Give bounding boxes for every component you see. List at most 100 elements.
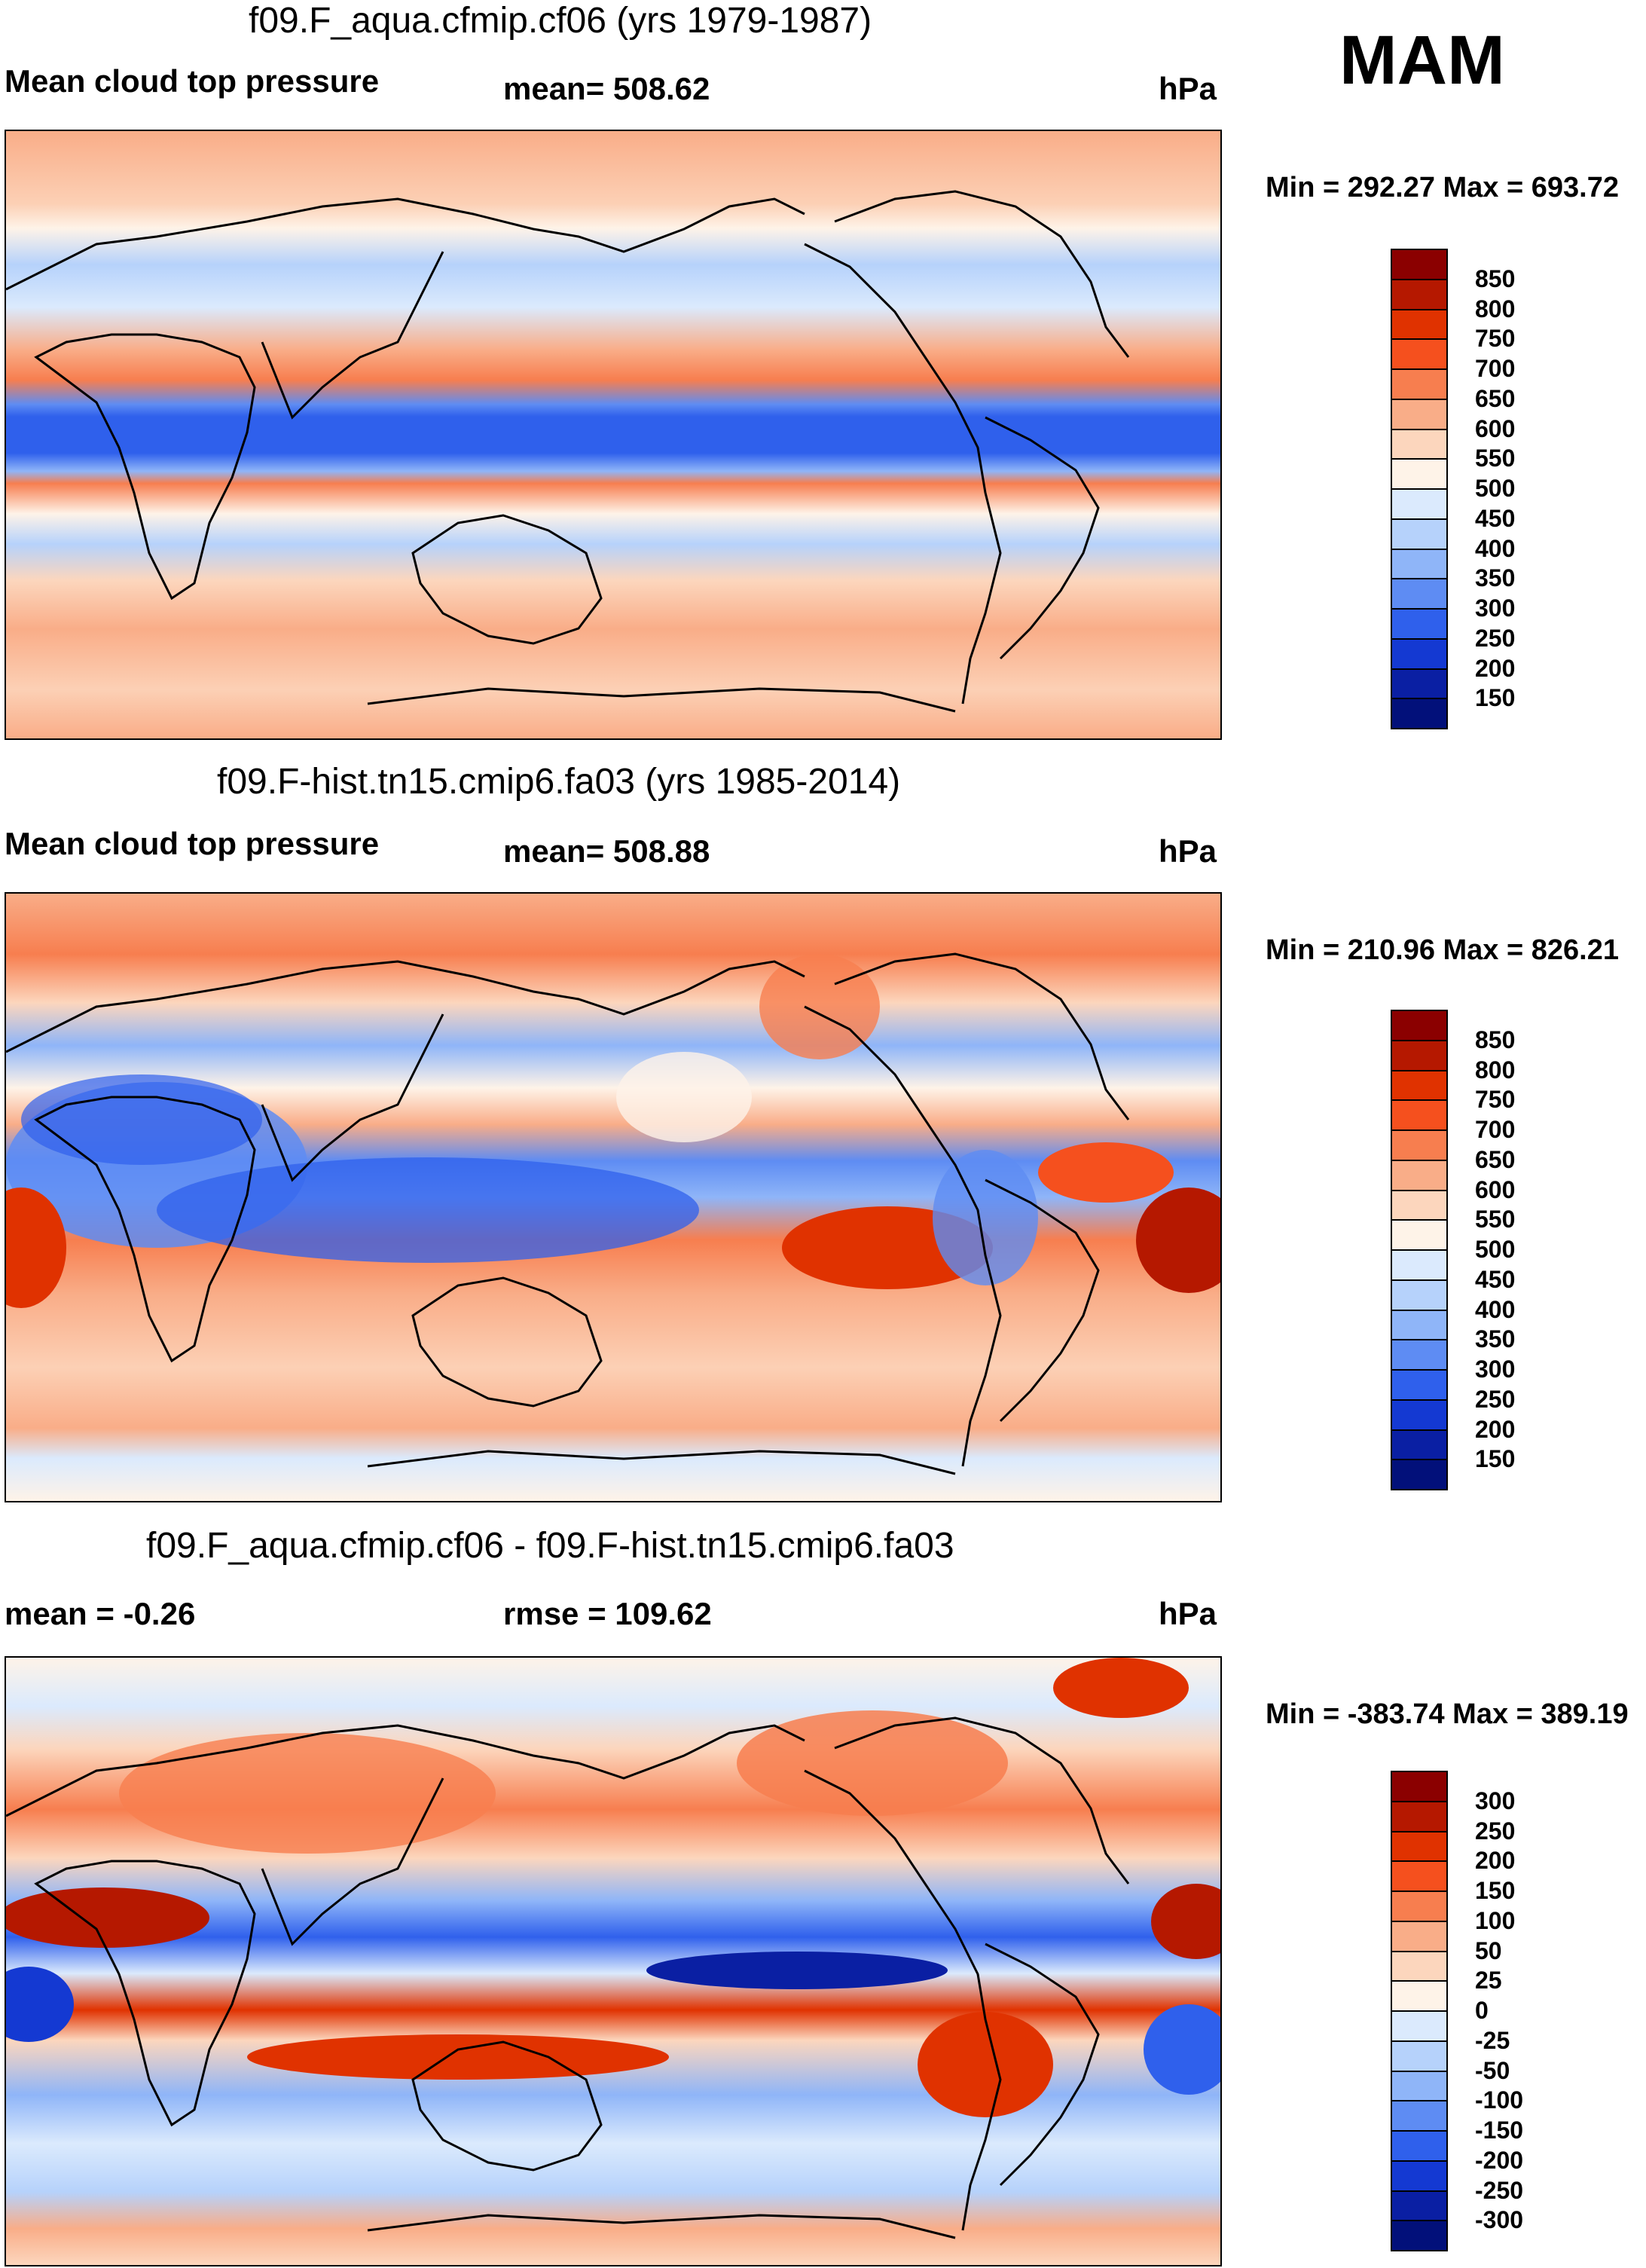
colorbar-label: 600 (1475, 414, 1516, 442)
panel-2-colorbar: 850 800 750 700 650 600 550 500 450 400 350 300 250 2… (1391, 1010, 1586, 1490)
colorbar-box (1391, 2100, 1448, 2132)
colorbar-box (1391, 488, 1448, 520)
colorbar-box (1391, 1249, 1448, 1281)
colorbar-label: 750 (1475, 325, 1516, 353)
colorbar-label: 100 (1475, 1906, 1516, 1934)
panel-3-colorbar: 300 250 200 150 100 50 25 0 -25 -50 -100 -150 -200 -2… (1391, 1771, 1586, 2251)
panel-3-coastlines (6, 1716, 1130, 2239)
colorbar-label: -25 (1475, 2026, 1510, 2054)
panel-2-coastlines (6, 952, 1130, 1475)
colorbar-label: -150 (1475, 2117, 1524, 2144)
colorbar-box (1391, 2220, 1448, 2251)
colorbar-label: 550 (1475, 445, 1516, 472)
colorbar-label: 850 (1475, 264, 1516, 292)
colorbar-label: 50 (1475, 1936, 1502, 1964)
panel-3-title: f09.F_aqua.cfmip.cf06 - f09.F-hist.tn15.… (146, 1526, 954, 1566)
colorbar-label: 450 (1475, 1265, 1516, 1293)
season-label: MAM (1339, 22, 1505, 99)
panel-2-features (6, 954, 1220, 1308)
colorbar-label: 350 (1475, 1325, 1516, 1353)
colorbar-box (1391, 1429, 1448, 1461)
colorbar-label: 150 (1475, 684, 1516, 712)
panel-1-units-label: hPa (1159, 71, 1217, 106)
colorbar-box (1391, 608, 1448, 640)
panel-3-map (5, 1656, 1222, 2266)
panel-1-mean-label: mean= 508.62 (503, 71, 710, 106)
colorbar-box (1391, 1189, 1448, 1221)
colorbar-box (1391, 338, 1448, 370)
colorbar-box (1391, 698, 1448, 729)
panel-1-colorbar: 850 800 750 700 650 600 550 500 450 400 350 300 250 2… (1391, 249, 1586, 729)
panel-1-coastlines (6, 190, 1130, 713)
colorbar-box (1391, 1800, 1448, 1832)
colorbar-box (1391, 278, 1448, 310)
panel-2-units-label: hPa (1159, 833, 1217, 869)
colorbar-box (1391, 1099, 1448, 1131)
colorbar-box (1391, 398, 1448, 430)
colorbar-label: 400 (1475, 1295, 1516, 1323)
colorbar-label: 650 (1475, 384, 1516, 412)
colorbar-label: 250 (1475, 1817, 1516, 1845)
colorbar-box (1391, 1219, 1448, 1251)
colorbar-label: 25 (1475, 1967, 1502, 1994)
panel-1-left-label: Mean cloud top pressure (5, 63, 380, 99)
colorbar-label: 150 (1475, 1877, 1516, 1904)
colorbar-box (1391, 1039, 1448, 1071)
colorbar-box (1391, 1339, 1448, 1371)
colorbar-label: -300 (1475, 2206, 1524, 2234)
colorbar-label: 200 (1475, 654, 1516, 682)
colorbar-box (1391, 1069, 1448, 1102)
panel-2-map (5, 892, 1222, 1502)
colorbar-box (1391, 1129, 1448, 1161)
colorbar-label: 750 (1475, 1086, 1516, 1114)
colorbar-box (1391, 1459, 1448, 1490)
panel-3-mean-label: mean = -0.26 (5, 1596, 196, 1631)
colorbar-label: 300 (1475, 1787, 1516, 1814)
colorbar-box (1391, 1920, 1448, 1952)
colorbar-box (1391, 1860, 1448, 1892)
colorbar-box (1391, 249, 1448, 280)
colorbar-label: 350 (1475, 564, 1516, 592)
colorbar-box (1391, 518, 1448, 550)
panel-2-minmax: Min = 210.96 Max = 826.21 (1266, 934, 1619, 966)
colorbar-box (1391, 1010, 1448, 1041)
panel-3-minmax: Min = -383.74 Max = 389.19 (1266, 1698, 1629, 1730)
colorbar-box (1391, 1159, 1448, 1191)
panel-2-mean-label: mean= 508.88 (503, 833, 710, 869)
colorbar-label: 700 (1475, 1116, 1516, 1143)
colorbar-box (1391, 2159, 1448, 2192)
panel-1-map (5, 130, 1222, 740)
colorbar-box (1391, 548, 1448, 580)
colorbar-box (1391, 637, 1448, 670)
colorbar-label: 150 (1475, 1445, 1516, 1473)
panel-2-title: f09.F-hist.tn15.cmip6.fa03 (yrs 1985-201… (217, 762, 901, 802)
colorbar-label: 700 (1475, 355, 1516, 382)
colorbar-box (1391, 1830, 1448, 1863)
panel-3-features (6, 1658, 1220, 2117)
colorbar-box (1391, 2040, 1448, 2072)
colorbar-box (1391, 2010, 1448, 2042)
colorbar-label: 550 (1475, 1206, 1516, 1233)
colorbar-box (1391, 1950, 1448, 1982)
colorbar-box (1391, 1369, 1448, 1401)
panel-3-rmse-label: rmse = 109.62 (503, 1596, 712, 1631)
colorbar-box (1391, 1891, 1448, 1922)
colorbar-label: 600 (1475, 1175, 1516, 1203)
colorbar-box (1391, 308, 1448, 341)
colorbar-box (1391, 2130, 1448, 2162)
colorbar-label: 400 (1475, 534, 1516, 562)
colorbar-label: 250 (1475, 1385, 1516, 1413)
colorbar-label: -200 (1475, 2146, 1524, 2174)
colorbar-label: 800 (1475, 295, 1516, 322)
colorbar-label: 300 (1475, 595, 1516, 622)
panel-3-units-label: hPa (1159, 1596, 1217, 1631)
colorbar-label: -250 (1475, 2176, 1524, 2204)
colorbar-box (1391, 668, 1448, 700)
colorbar-label: 500 (1475, 1236, 1516, 1263)
panel-2-left-label: Mean cloud top pressure (5, 826, 380, 861)
colorbar-label: 850 (1475, 1025, 1516, 1053)
colorbar-label: 500 (1475, 475, 1516, 502)
colorbar-box (1391, 1309, 1448, 1341)
panel-1-minmax: Min = 292.27 Max = 693.72 (1266, 172, 1619, 203)
colorbar-label: -50 (1475, 2056, 1510, 2084)
